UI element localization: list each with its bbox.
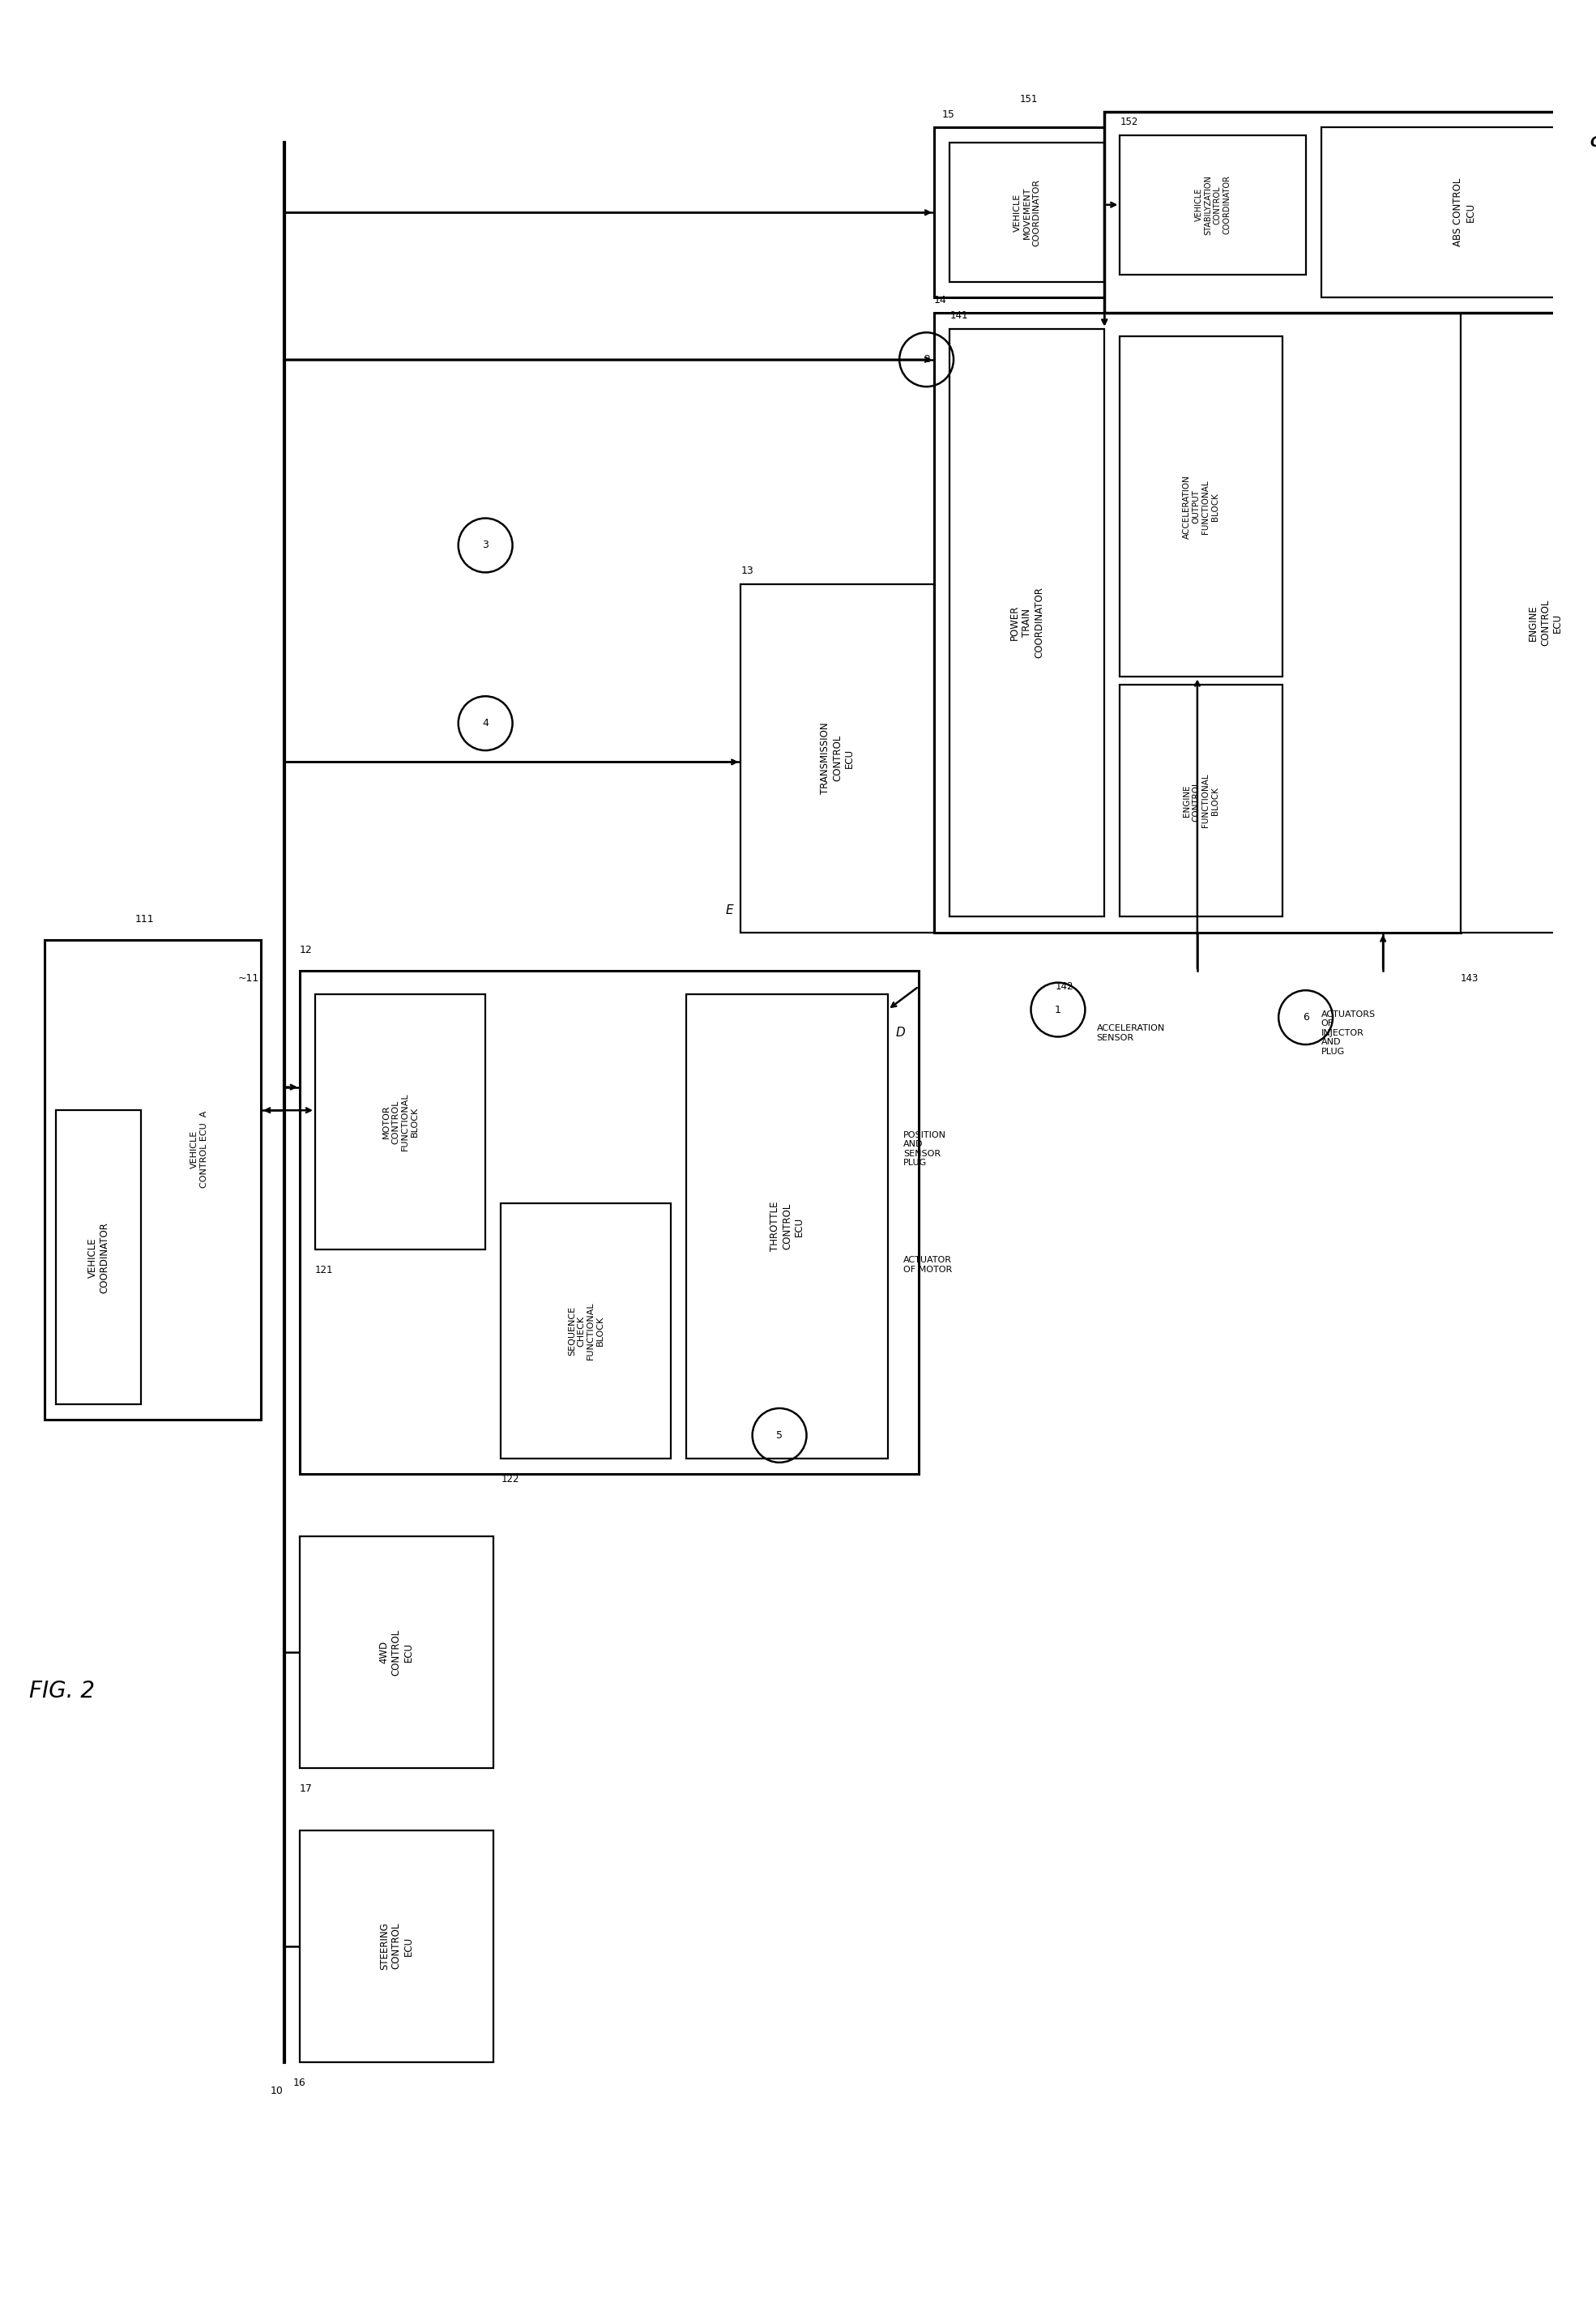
Bar	[300, 1829, 493, 2061]
Text: SEQUENCE
CHECK
FUNCTIONAL
BLOCK: SEQUENCE CHECK FUNCTIONAL BLOCK	[568, 1303, 605, 1360]
Bar	[45, 940, 262, 1420]
Text: 121: 121	[314, 1266, 334, 1275]
Text: VEHICLE
MOVEMENT
COORDINATOR: VEHICLE MOVEMENT COORDINATOR	[1013, 179, 1041, 246]
Bar	[314, 995, 485, 1250]
Text: 5: 5	[776, 1429, 782, 1441]
Text: 14: 14	[934, 294, 946, 306]
Text: 6: 6	[1302, 1011, 1309, 1023]
Text: 141: 141	[950, 310, 967, 322]
Text: ACTUATORS
OF
INJECTOR
AND
PLUG: ACTUATORS OF INJECTOR AND PLUG	[1321, 1011, 1376, 1055]
Text: TRANSMISSION
CONTROL
ECU: TRANSMISSION CONTROL ECU	[820, 722, 855, 795]
Text: STEERING
CONTROL
ECU: STEERING CONTROL ECU	[378, 1923, 413, 1969]
Text: 12: 12	[300, 944, 313, 956]
Bar	[686, 995, 887, 1459]
Bar	[501, 1204, 670, 1459]
Text: MOTOR
CONTROL
FUNCTIONAL
BLOCK: MOTOR CONTROL FUNCTIONAL BLOCK	[381, 1094, 418, 1151]
Bar	[934, 313, 1460, 933]
Bar	[950, 142, 1104, 283]
Text: 1: 1	[1055, 1004, 1061, 1016]
Text: 111: 111	[136, 915, 155, 924]
Text: 13: 13	[741, 565, 753, 577]
Bar	[1460, 313, 1596, 933]
Text: FIG. 2: FIG. 2	[29, 1680, 94, 1703]
Text: 2: 2	[922, 354, 929, 365]
Text: VEHICLE
COORDINATOR: VEHICLE COORDINATOR	[88, 1223, 110, 1294]
Text: ABS CONTROL
ECU: ABS CONTROL ECU	[1452, 179, 1476, 246]
Text: ENGINE
CONTROL
ECU: ENGINE CONTROL ECU	[1527, 600, 1562, 646]
Text: 152: 152	[1120, 117, 1138, 126]
Text: C: C	[1590, 136, 1596, 149]
Text: POSITION
AND
SENSOR
PLUG: POSITION AND SENSOR PLUG	[903, 1131, 946, 1167]
Text: THROTTLE
CONTROL
ECU: THROTTLE CONTROL ECU	[769, 1202, 804, 1252]
Text: E: E	[725, 905, 733, 917]
Text: 122: 122	[501, 1473, 519, 1485]
Text: 3: 3	[482, 540, 488, 552]
Text: ACTUATOR
OF MOTOR: ACTUATOR OF MOTOR	[903, 1257, 953, 1273]
Bar	[300, 1535, 493, 1767]
Text: D: D	[895, 1027, 905, 1039]
Text: 10: 10	[270, 2087, 282, 2096]
Text: 17: 17	[300, 1783, 313, 1795]
Text: VEHICLE
STABILYZATION
CONTROL
COORDINATOR: VEHICLE STABILYZATION CONTROL COORDINATO…	[1195, 175, 1231, 234]
Bar	[934, 126, 1460, 299]
Text: ACCELERATION
OUTPUT
FUNCTIONAL
BLOCK: ACCELERATION OUTPUT FUNCTIONAL BLOCK	[1183, 476, 1219, 538]
Text: 143: 143	[1460, 974, 1478, 984]
Bar	[1120, 136, 1306, 273]
Text: 15: 15	[942, 108, 954, 119]
Text: 151: 151	[1020, 94, 1037, 103]
Bar	[1321, 126, 1596, 299]
Text: ~11: ~11	[238, 974, 259, 984]
Text: 142: 142	[1055, 981, 1074, 993]
Bar	[741, 584, 934, 933]
Text: 4: 4	[482, 717, 488, 728]
Text: ACCELERATION
SENSOR: ACCELERATION SENSOR	[1096, 1025, 1165, 1041]
Text: VEHICLE
CONTROL ECU  A: VEHICLE CONTROL ECU A	[190, 1110, 207, 1188]
Bar	[1120, 336, 1283, 678]
Bar	[1104, 113, 1596, 313]
Bar	[56, 1110, 140, 1404]
Text: 16: 16	[294, 2077, 306, 2089]
Text: POWER
TRAIN
COORDINATOR: POWER TRAIN COORDINATOR	[1010, 586, 1044, 657]
Bar	[300, 972, 919, 1473]
Bar	[950, 329, 1104, 917]
Bar	[1120, 685, 1283, 917]
Text: ENGINE
CONTROL
FUNCTIONAL
BLOCK: ENGINE CONTROL FUNCTIONAL BLOCK	[1183, 774, 1219, 827]
Text: 4WD
CONTROL
ECU: 4WD CONTROL ECU	[378, 1629, 413, 1675]
